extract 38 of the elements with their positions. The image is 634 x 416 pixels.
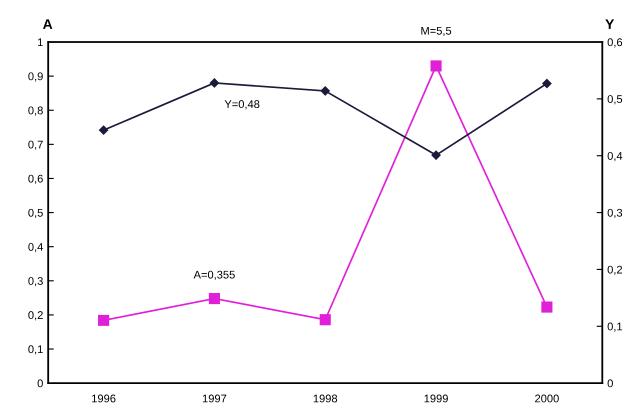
point — [98, 126, 108, 135]
y-tick-label: 0,4 — [28, 242, 43, 252]
y-tick-label: 0,9 — [28, 72, 43, 82]
y-tick-label: 0,8 — [28, 106, 43, 116]
y2-tick-label: 0,1 — [608, 322, 622, 332]
y-axis-title: A — [42, 19, 52, 29]
point — [541, 302, 552, 313]
point — [98, 314, 110, 326]
y-tick-label: 0,7 — [28, 140, 43, 150]
y-tick-label: 0,2 — [28, 311, 43, 320]
x-tick-label: 1999 — [424, 394, 448, 402]
x-tick-label: 1998 — [314, 394, 338, 402]
x-tick-label: 1996 — [92, 394, 116, 402]
point — [208, 292, 220, 304]
point — [320, 86, 330, 96]
point — [210, 78, 220, 88]
y-tick-label: 0,6 — [28, 174, 43, 184]
annotation: Y=0,48 — [224, 100, 260, 110]
x-tick-label: 2000 — [535, 394, 559, 402]
y2-tick-label: 0 — [608, 379, 613, 388]
y-tick-label: 0 — [38, 379, 43, 388]
point — [542, 78, 552, 88]
point — [431, 150, 441, 160]
y2-tick-label: 0,5 — [608, 95, 622, 104]
y-tick-label: 1 — [38, 38, 43, 46]
y2-tick-label: 0,2 — [608, 266, 622, 275]
y2-tick-label: 0,6 — [608, 38, 622, 48]
point — [430, 60, 442, 72]
y2-tick-label: 0,3 — [608, 208, 622, 218]
y-tick-label: 0,3 — [28, 277, 43, 286]
text: M=5,5 — [421, 26, 452, 36]
annotation: A=0,355 — [194, 270, 235, 280]
y-tick-label: 0,1 — [28, 345, 43, 354]
x-tick-label: 1997 — [202, 394, 226, 402]
y-tick-label: 0,5 — [28, 208, 43, 218]
y2-axis-title: Y — [605, 19, 614, 29]
y2-tick-label: 0,4 — [608, 152, 622, 162]
point — [320, 314, 331, 326]
